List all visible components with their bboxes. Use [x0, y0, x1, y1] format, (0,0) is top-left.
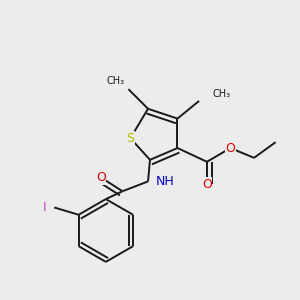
Text: O: O [226, 142, 236, 154]
Text: O: O [96, 171, 106, 184]
Text: CH₃: CH₃ [213, 89, 231, 99]
Text: I: I [43, 201, 46, 214]
Text: CH₃: CH₃ [106, 76, 125, 86]
Text: NH: NH [156, 175, 175, 188]
Text: S: S [126, 132, 134, 145]
Text: O: O [202, 178, 212, 191]
